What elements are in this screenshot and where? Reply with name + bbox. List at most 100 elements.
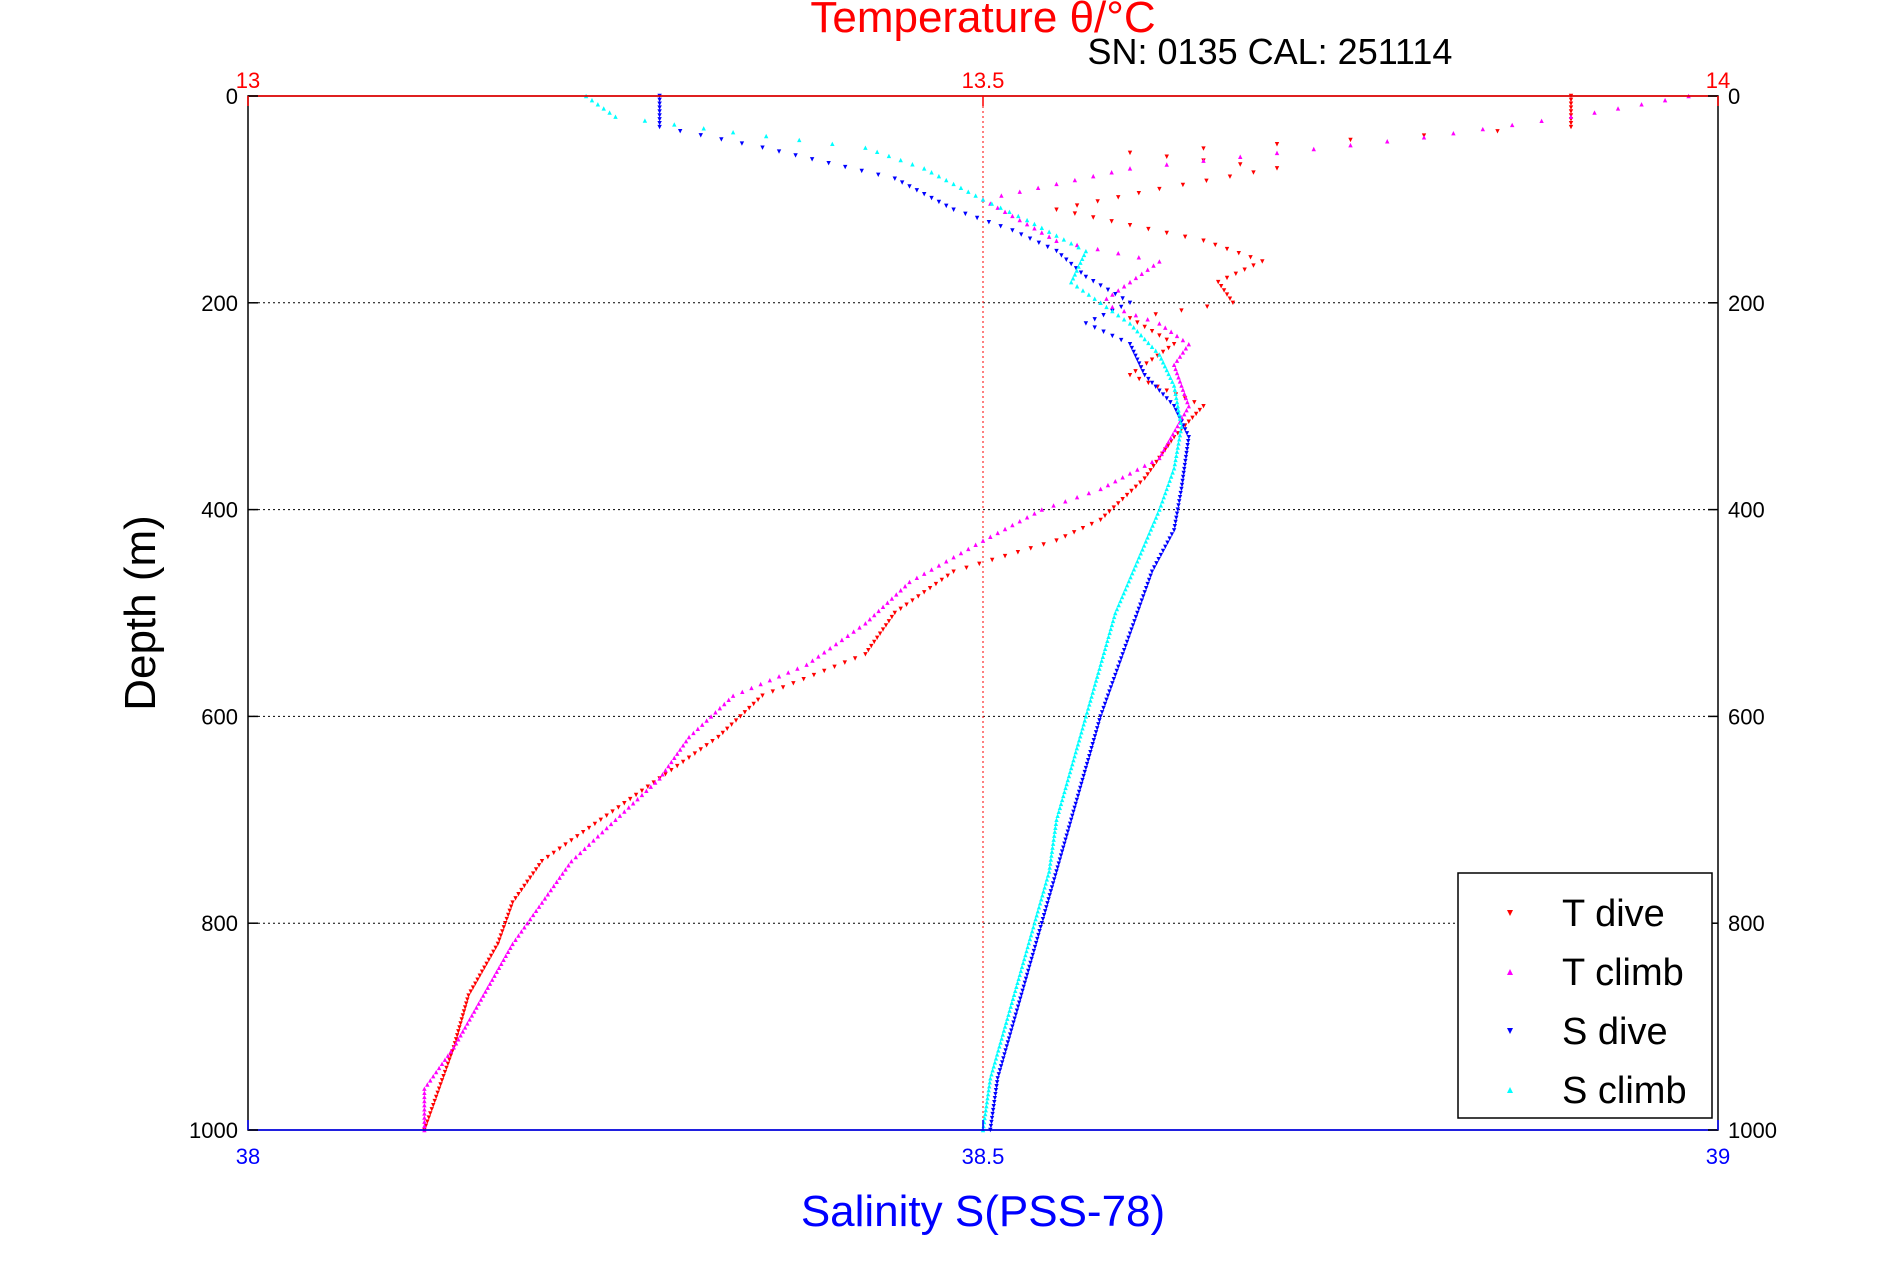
data-point [460, 1029, 466, 1034]
data-point [1039, 921, 1044, 926]
data-point [1173, 427, 1178, 433]
data-point [826, 161, 831, 166]
data-point [683, 739, 689, 744]
data-point [1111, 676, 1117, 682]
data-point [672, 755, 677, 760]
data-point [1064, 833, 1069, 838]
data-point [657, 124, 662, 130]
data-point [1148, 573, 1153, 578]
data-point [1045, 901, 1050, 906]
data-point [1076, 738, 1082, 743]
data-point [1121, 317, 1127, 322]
data-point [739, 141, 745, 146]
data-point [1136, 361, 1142, 366]
data-point [1032, 226, 1037, 231]
data-point [422, 1102, 427, 1108]
data-point [1082, 769, 1087, 775]
data-point [1167, 478, 1172, 483]
data-point [914, 575, 920, 581]
data-point [1141, 543, 1147, 548]
data-point [1054, 233, 1059, 238]
legend-label: S climb [1562, 1070, 1687, 1112]
data-point [1007, 1032, 1013, 1037]
series-t-dive [422, 93, 1574, 1133]
data-point [1054, 869, 1059, 874]
data-point [536, 904, 542, 909]
data-point [652, 780, 658, 785]
data-point [422, 1098, 427, 1104]
data-point [1147, 531, 1152, 536]
data-point [1052, 829, 1058, 834]
data-point [1236, 250, 1241, 256]
data-point [1035, 185, 1041, 190]
data-point [1175, 411, 1180, 417]
data-point [560, 871, 565, 876]
data-point [1164, 162, 1169, 167]
data-point [1121, 590, 1126, 596]
data-point [1568, 124, 1574, 130]
data-point [1081, 722, 1086, 727]
data-point [987, 1080, 992, 1085]
data-point [889, 614, 895, 620]
data-point [698, 133, 703, 138]
data-point [791, 681, 796, 686]
data-point [1568, 97, 1574, 103]
data-point [1174, 333, 1180, 339]
data-point [499, 961, 504, 966]
data-point [993, 1092, 998, 1097]
data-point [510, 941, 515, 947]
data-point [438, 1082, 443, 1087]
data-point [1089, 746, 1094, 751]
data-point [1142, 476, 1147, 481]
data-point [1056, 861, 1061, 866]
data-point [442, 1057, 448, 1062]
y-tick-label-left: 400 [201, 498, 238, 523]
data-point [1186, 438, 1191, 444]
data-point [964, 565, 969, 570]
data-point [1201, 238, 1206, 243]
data-point [894, 592, 899, 597]
data-point [481, 993, 486, 998]
data-point [1059, 253, 1064, 258]
data-point [922, 590, 927, 595]
data-point [1662, 97, 1668, 103]
data-point [989, 1119, 994, 1125]
data-point [1135, 329, 1140, 334]
data-point [1024, 972, 1030, 978]
data-point [1174, 511, 1180, 516]
data-point [635, 796, 640, 802]
data-point [1070, 813, 1075, 819]
data-point [988, 1076, 993, 1081]
data-point [885, 600, 890, 605]
data-point [1070, 276, 1076, 281]
data-point [1150, 523, 1155, 528]
data-point [498, 933, 504, 938]
data-point [1078, 734, 1083, 739]
data-point [958, 185, 964, 190]
data-point [1224, 292, 1230, 297]
data-point [1113, 610, 1118, 616]
data-point [1076, 789, 1082, 795]
data-point [484, 961, 489, 966]
data-point [845, 633, 850, 638]
data-point [1173, 366, 1178, 372]
data-point [951, 554, 956, 560]
data-point [425, 1119, 430, 1124]
data-point [657, 105, 662, 110]
data-point [1123, 586, 1128, 592]
data-point [1067, 769, 1073, 775]
data-point [1192, 400, 1197, 405]
data-point [628, 796, 633, 802]
data-point [451, 1045, 456, 1050]
data-point [639, 792, 645, 798]
data-point [1036, 932, 1041, 938]
data-point [1120, 296, 1125, 301]
data-point [1451, 131, 1456, 136]
y-tick-label-left: 200 [201, 291, 238, 316]
chart-title: Temperature θ/°C [810, 0, 1155, 42]
data-point [422, 1090, 427, 1095]
data-point [1146, 577, 1152, 583]
data-point [992, 1060, 998, 1065]
data-point [503, 953, 509, 959]
data-point [1142, 590, 1147, 595]
